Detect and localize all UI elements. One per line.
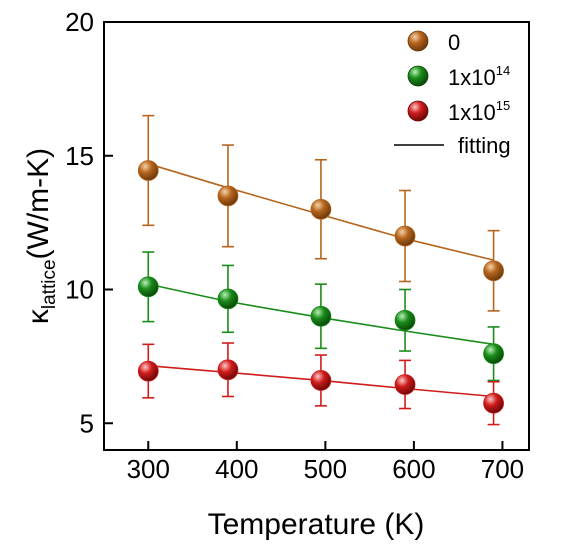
y-tick-label-3: 20 [65,7,94,37]
axis-ticks: 300 400 500 600 700 5 10 15 20 [65,7,524,484]
legend-label-1-exp: 14 [496,63,510,78]
legend-label-2: 1x1015 [448,98,510,125]
svg-text:κlattice(W/m-K): κlattice(W/m-K) [22,148,60,324]
legend-label-1: 1x1014 [448,63,510,90]
legend-label-0: 0 [448,30,460,55]
x-tick-label-1: 400 [215,454,258,484]
data-point-0-4 [483,260,504,282]
legend-marker-0 [407,30,429,52]
y-tick-label-2: 15 [65,141,94,171]
plot-frame [103,21,530,451]
legend-label-1-base: 1x10 [448,65,496,90]
x-tick-label-4: 700 [481,454,524,484]
legend-marker-2 [407,100,429,122]
legend-marker-1 [407,65,429,87]
y-axis-label: κlattice(W/m-K) [22,148,60,324]
legend-label-2-base: 1x10 [448,100,496,125]
data-point-1-0 [137,276,159,298]
data-point-1-2 [310,305,332,327]
data-point-0-3 [394,225,416,247]
legend: 0 1x1014 1x1015 fitting [394,30,511,158]
legend-fit-label: fitting [458,133,511,158]
y-tick-label-1: 10 [65,275,94,305]
data-points [137,160,504,414]
data-point-0-1 [217,185,239,207]
legend-label-2-exp: 15 [496,98,510,113]
data-point-1-1 [217,288,239,310]
data-point-2-2 [310,370,332,391]
data-point-2-4 [483,392,504,414]
y-axis-label-unit: (W/m-K) [22,148,55,260]
y-axis-label-symbol: κ [22,308,55,324]
x-tick-label-3: 600 [392,454,435,484]
data-point-0-0 [137,160,159,181]
y-axis-label-subscript: lattice [39,259,60,309]
y-tick-label-0: 5 [80,408,94,438]
data-point-2-0 [137,360,159,382]
data-point-2-3 [394,374,416,395]
x-tick-label-2: 500 [304,454,347,484]
data-point-0-2 [310,198,332,220]
data-point-1-3 [394,309,416,331]
data-point-1-4 [483,343,504,365]
data-point-2-1 [217,359,239,381]
x-tick-label-0: 300 [127,454,170,484]
x-axis-label: Temperature (K) [208,508,425,541]
